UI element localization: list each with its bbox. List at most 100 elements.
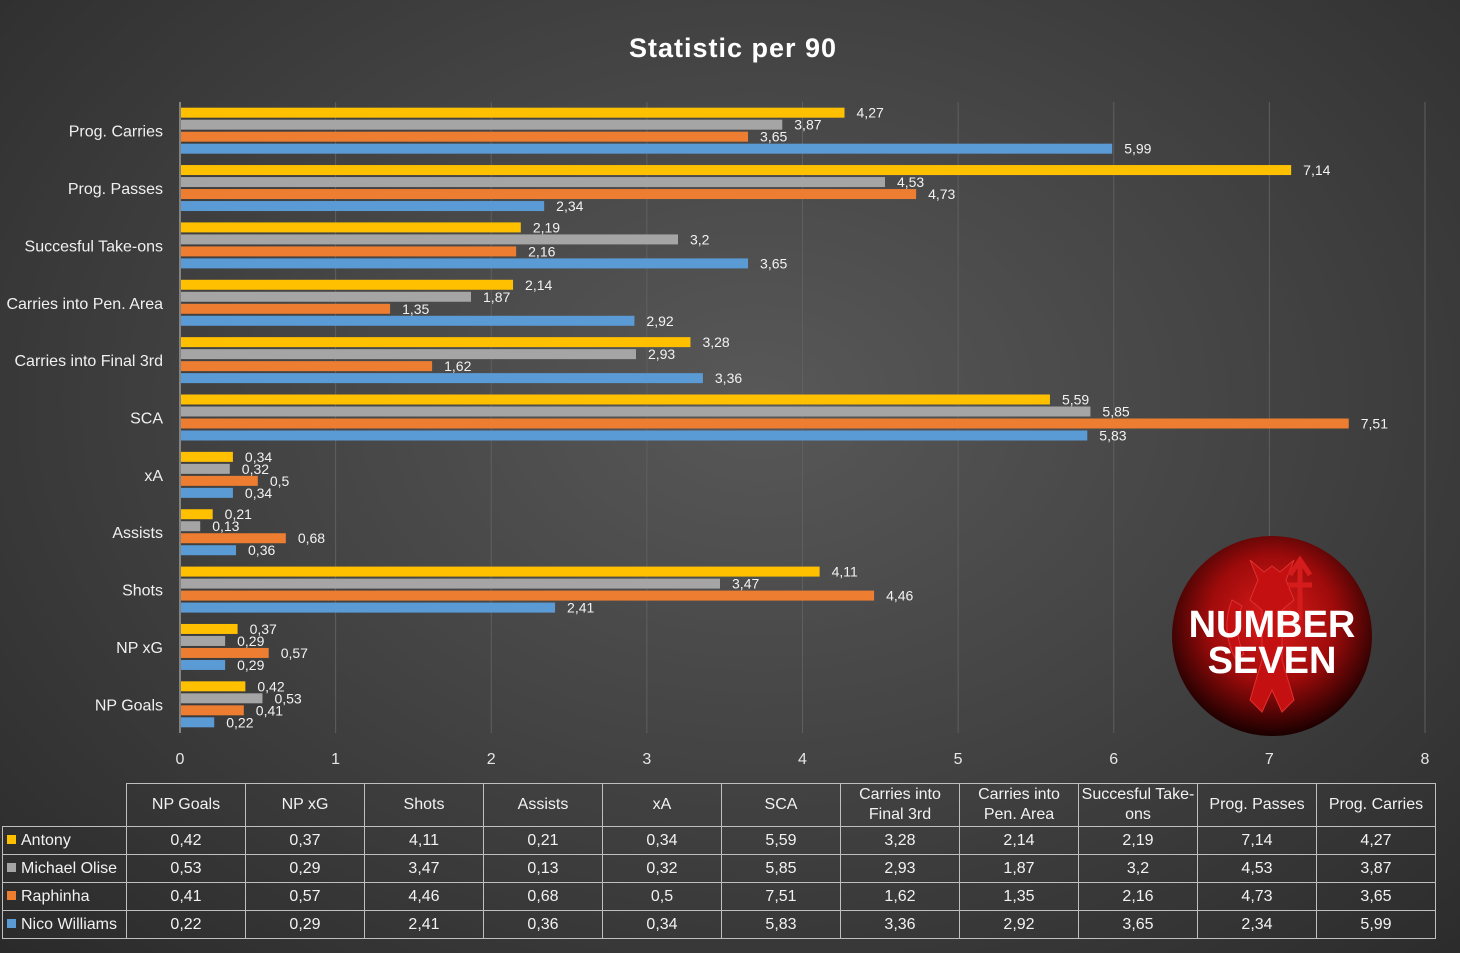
x-tick-label: 0 (176, 751, 185, 768)
data-label: 3,65 (760, 129, 787, 145)
series-name-cell: Michael Olise (2, 854, 127, 883)
data-label: 2,34 (556, 198, 583, 214)
data-label: 0,34 (245, 485, 272, 501)
table-cell: 4,27 (1316, 826, 1436, 855)
series-name-cell: Nico Williams (2, 910, 127, 939)
table-corner (2, 783, 127, 827)
table-header-row: NP Goals NP xG Shots Assists xA SCA Carries in… (2, 783, 1436, 827)
data-label: 3,47 (732, 576, 759, 592)
table-row: Michael Olise 0,53 0,29 3,47 0,13 0,32 5,85 2,9… (2, 854, 1436, 883)
table-header-cell: Prog. Carries (1316, 783, 1436, 827)
table-header-cell: Shots (364, 783, 484, 827)
data-label: 0,29 (237, 633, 264, 649)
bar (181, 349, 636, 360)
table-cell: 0,21 (483, 826, 603, 855)
table-cell: 3,87 (1316, 854, 1436, 883)
bar (181, 463, 230, 474)
data-label: 5,85 (1102, 404, 1129, 420)
table-cell: 4,46 (364, 882, 484, 911)
data-label: 5,83 (1099, 428, 1126, 444)
data-label: 0,68 (298, 530, 325, 546)
bar (181, 578, 721, 589)
data-label: 3,2 (690, 231, 710, 247)
category-label: SCA (130, 411, 163, 428)
table-cell: 7,51 (721, 882, 841, 911)
table-cell: 0,42 (126, 826, 246, 855)
data-label: 2,92 (646, 313, 673, 329)
bar (181, 258, 749, 269)
bar (181, 623, 238, 634)
table-row: Raphinha 0,41 0,57 4,46 0,68 0,5 7,51 1,62 1,35 2… (2, 882, 1436, 911)
bar (181, 201, 545, 212)
bar (181, 222, 521, 233)
bar (181, 681, 246, 692)
table-cell: 7,14 (1197, 826, 1317, 855)
x-tick-label: 5 (954, 751, 963, 768)
bar (181, 143, 1113, 154)
table-cell: 5,85 (721, 854, 841, 883)
table-cell: 3,65 (1078, 910, 1198, 939)
table-header-cell: Assists (483, 783, 603, 827)
data-label: 0,21 (225, 506, 252, 522)
data-label: 0,22 (226, 714, 253, 730)
bar (181, 279, 514, 290)
table-cell: 0,37 (245, 826, 365, 855)
series-name: Antony (21, 831, 71, 849)
table-cell: 4,11 (364, 826, 484, 855)
data-label: 7,14 (1303, 162, 1330, 178)
x-tick-label: 8 (1421, 751, 1430, 768)
data-label: 2,41 (567, 600, 594, 616)
bar (181, 509, 213, 520)
data-labels: 0,420,530,410,220,370,290,570,294,113,47… (212, 105, 1388, 731)
table-row: Antony 0,42 0,37 4,11 0,21 0,34 5,59 3,28 2,14 2,… (2, 826, 1436, 855)
series-name: Michael Olise (21, 859, 118, 877)
table-cell: 3,28 (840, 826, 960, 855)
category-label: Assists (112, 525, 163, 542)
table-header-cell: Carries into Final 3rd (840, 783, 960, 827)
data-label: 3,65 (760, 255, 787, 271)
table-cell: 0,22 (126, 910, 246, 939)
bar (181, 487, 233, 498)
table-header-cell: NP Goals (126, 783, 246, 827)
bar (181, 545, 237, 556)
bar (181, 418, 1349, 429)
bar (181, 475, 258, 486)
category-label: Carries into Final 3rd (15, 353, 164, 370)
bar (181, 717, 215, 728)
data-label: 0,29 (237, 657, 264, 673)
table-header-cell: NP xG (245, 783, 365, 827)
series-name-cell: Antony (2, 826, 127, 855)
bar (181, 177, 885, 188)
bar (181, 406, 1091, 417)
bar (181, 119, 783, 130)
bar (181, 430, 1088, 441)
table-cell: 3,65 (1316, 882, 1436, 911)
category-label: NP Goals (95, 697, 163, 714)
table-body: Antony 0,42 0,37 4,11 0,21 0,34 5,59 3,28 2,14 2,… (2, 826, 1436, 939)
table-cell: 2,34 (1197, 910, 1317, 939)
table-cell: 0,32 (602, 854, 722, 883)
data-label: 0,34 (245, 449, 272, 465)
series-name: Nico Williams (21, 915, 117, 933)
table-header-cell: Succesful Take-ons (1078, 783, 1198, 827)
data-label: 0,36 (248, 542, 275, 558)
value-axis-labels: 0 1 2 3 4 5 6 7 8 (176, 751, 1430, 768)
bar (181, 131, 749, 142)
table-cell: 1,35 (959, 882, 1079, 911)
table-cell: 3,2 (1078, 854, 1198, 883)
table-cell: 1,62 (840, 882, 960, 911)
bar (181, 635, 226, 646)
data-label: 7,51 (1361, 416, 1388, 432)
data-label: 0,57 (281, 645, 308, 661)
bar (181, 234, 678, 245)
bar (181, 451, 233, 462)
bar (181, 337, 691, 348)
bar (181, 521, 201, 532)
category-label: Shots (122, 583, 163, 600)
table-header-cell: Carries into Pen. Area (959, 783, 1079, 827)
table-cell: 4,53 (1197, 854, 1317, 883)
data-label: 2,19 (533, 219, 560, 235)
category-label: Prog. Passes (68, 181, 163, 198)
bar (181, 647, 269, 658)
legend-key-icon (7, 890, 16, 900)
